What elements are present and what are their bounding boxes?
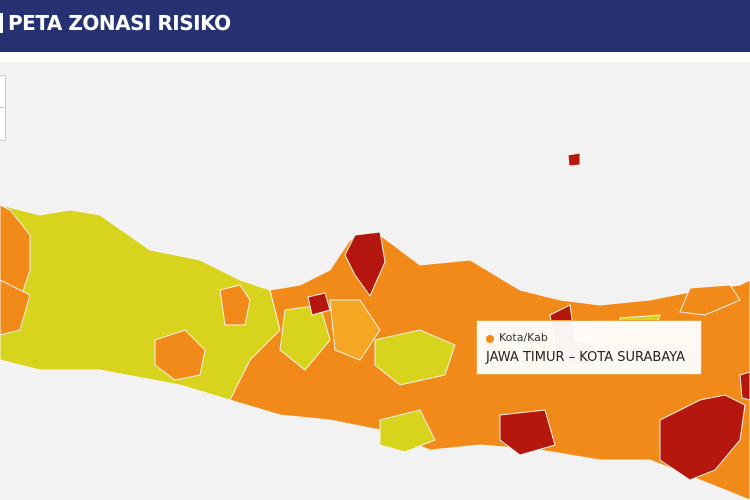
map[interactable]: Kota/Kab JAWA TIMUR – KOTA SURABAYA — [0, 62, 750, 500]
zoom-divider — [0, 107, 5, 108]
tooltip: Kota/Kab JAWA TIMUR – KOTA SURABAYA — [476, 320, 702, 375]
region[interactable] — [329, 299, 381, 361]
region[interactable] — [379, 409, 436, 453]
header-title: PETA ZONASI RISIKO — [8, 11, 231, 35]
region[interactable] — [219, 284, 251, 326]
region[interactable] — [567, 152, 581, 167]
region[interactable] — [0, 279, 31, 336]
zoom-control[interactable] — [0, 75, 6, 141]
region[interactable] — [374, 329, 456, 386]
tooltip-region: JAWA TIMUR – KOTA SURABAYA — [486, 350, 686, 365]
header-bar: PETA ZONASI RISIKO — [0, 0, 750, 52]
region[interactable] — [344, 231, 386, 298]
header-icon — [0, 13, 3, 33]
tooltip-dot — [486, 335, 494, 343]
region[interactable] — [499, 409, 556, 456]
region[interactable] — [307, 292, 331, 316]
region[interactable] — [679, 284, 741, 316]
tooltip-label: Kota/Kab — [499, 331, 548, 344]
region[interactable] — [659, 394, 746, 481]
region[interactable] — [154, 329, 206, 381]
region[interactable] — [739, 371, 750, 401]
